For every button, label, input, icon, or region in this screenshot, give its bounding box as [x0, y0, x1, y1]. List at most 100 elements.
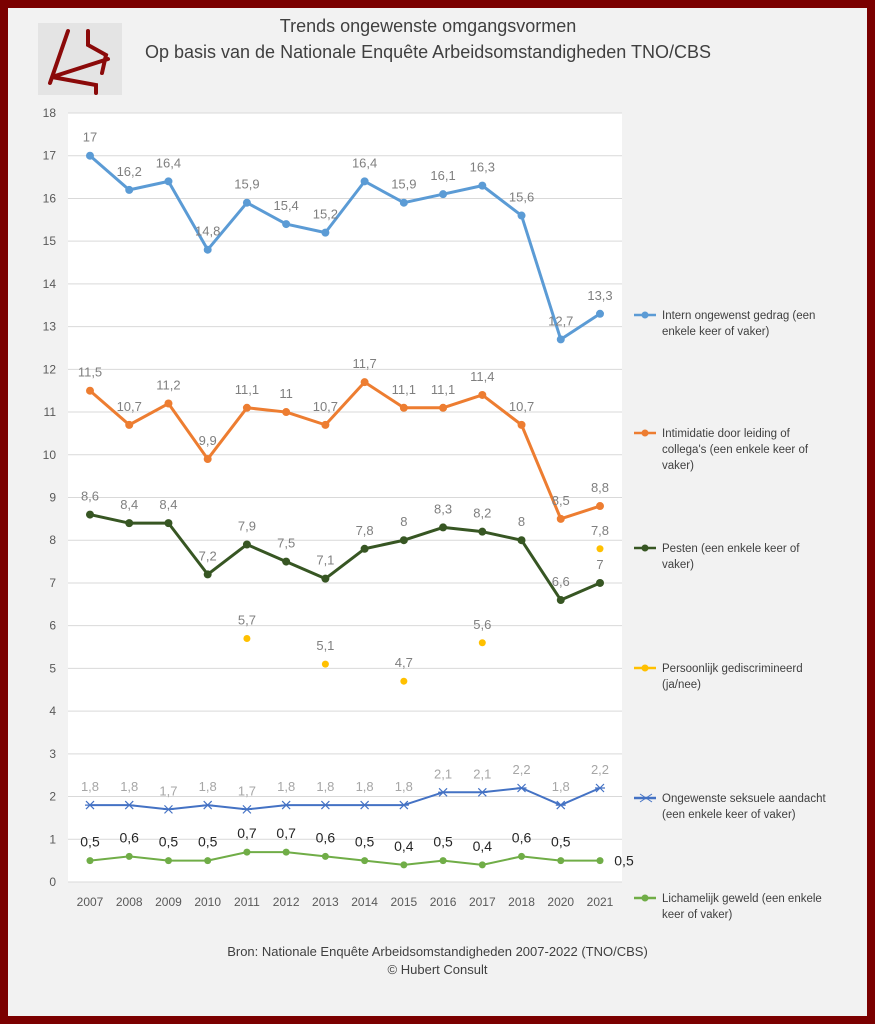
data-point — [86, 386, 94, 395]
data-label: 8,8 — [591, 480, 609, 495]
data-point — [478, 639, 486, 647]
data-point — [399, 403, 408, 412]
series-line — [89, 380, 601, 521]
data-point — [555, 800, 566, 810]
y-tick-label: 6 — [49, 619, 56, 633]
y-tick-label: 17 — [43, 149, 57, 163]
data-point — [321, 852, 329, 860]
data-label: 8,3 — [434, 501, 452, 516]
data-label: 0,6 — [512, 829, 532, 845]
series-line — [89, 513, 601, 602]
legend-marker — [641, 544, 649, 552]
data-label: 0,4 — [394, 838, 414, 854]
data-label: 13,3 — [587, 288, 612, 303]
data-point — [478, 861, 486, 869]
data-label: 1,8 — [120, 779, 138, 794]
y-tick-label: 4 — [49, 704, 56, 718]
data-label: 8,4 — [159, 497, 177, 512]
data-label: 2,2 — [591, 762, 609, 777]
data-point — [596, 857, 604, 865]
data-label: 0,5 — [551, 834, 571, 850]
y-tick-label: 16 — [43, 191, 57, 205]
data-point — [164, 399, 173, 408]
data-point — [596, 502, 604, 511]
data-point — [596, 545, 604, 553]
legend-marker — [641, 311, 649, 319]
data-label: 11,1 — [392, 382, 416, 397]
data-label: 10,7 — [117, 399, 142, 414]
y-tick-label: 7 — [49, 576, 56, 590]
data-label: 0,5 — [614, 853, 634, 869]
data-label: 2,2 — [512, 762, 530, 777]
legend-marker — [641, 429, 649, 437]
legend-label: Persoonlijk gediscrimineerd (ja/nee) — [662, 663, 803, 691]
data-point — [398, 800, 409, 810]
y-tick-label: 9 — [49, 491, 56, 505]
data-label: 11,5 — [78, 365, 102, 380]
data-label: 7 — [596, 557, 603, 572]
data-label: 7,2 — [199, 548, 217, 563]
data-point — [361, 857, 369, 865]
x-tick-label: 2014 — [351, 895, 378, 909]
data-point — [242, 540, 251, 549]
data-label: 12,7 — [548, 313, 573, 328]
x-tick-label: 2020 — [547, 895, 574, 909]
data-label: 1,7 — [159, 783, 177, 798]
data-point — [400, 861, 408, 869]
data-label: 11 — [279, 386, 293, 401]
data-label: 0,6 — [316, 829, 336, 845]
data-label: 16,1 — [430, 168, 455, 183]
data-label: 7,5 — [277, 536, 295, 551]
y-tick-label: 5 — [49, 661, 56, 675]
data-point — [321, 574, 330, 583]
data-point — [360, 378, 369, 387]
x-tick-label: 2018 — [508, 895, 535, 909]
data-point — [359, 800, 370, 810]
data-point — [439, 403, 448, 412]
data-point — [595, 783, 605, 793]
data-label: 8,6 — [81, 489, 99, 504]
data-label: 8,5 — [552, 493, 570, 508]
data-point — [516, 783, 527, 793]
series-line — [89, 154, 601, 341]
data-label: 0,7 — [276, 825, 296, 841]
chart-frame: Trends ongewenste omgangsvormen Op basis… — [8, 8, 867, 1016]
data-point — [125, 185, 134, 194]
x-tick-label: 2011 — [234, 895, 260, 909]
series-line — [90, 787, 601, 811]
legend-label: Lichamelijk geweld (een enkele keer of va… — [662, 893, 822, 921]
x-tick-label: 2016 — [430, 895, 457, 909]
data-label: 8 — [400, 514, 407, 529]
x-tick-label: 2010 — [194, 895, 221, 909]
data-label: 16,2 — [117, 164, 142, 179]
data-point — [203, 245, 212, 254]
data-point — [517, 536, 526, 545]
data-point — [556, 514, 565, 523]
legend-label: Ongewenste seksuele aandacht (een enkele … — [662, 793, 826, 821]
data-point — [204, 857, 212, 865]
data-label: 11,7 — [352, 356, 376, 371]
data-label: 8,4 — [120, 497, 138, 512]
data-point — [125, 420, 134, 429]
data-label: 9,9 — [199, 433, 217, 448]
data-point — [477, 787, 488, 797]
data-point — [125, 519, 134, 528]
data-point — [243, 634, 251, 642]
y-tick-label: 14 — [43, 277, 57, 291]
data-label: 1,8 — [81, 779, 99, 794]
data-label: 11,4 — [470, 369, 494, 384]
data-point — [517, 420, 526, 429]
data-point — [241, 804, 252, 814]
data-point — [556, 596, 565, 605]
x-tick-label: 2015 — [390, 895, 417, 909]
data-label: 16,4 — [156, 155, 181, 170]
source-note: Bron: Nationale Enquête Arbeidsomstandig… — [227, 944, 648, 959]
chart-title: Trends ongewenste omgangsvormen — [279, 16, 577, 36]
data-point — [399, 536, 408, 545]
data-label: 0,5 — [159, 834, 179, 850]
data-point — [164, 177, 173, 186]
data-point — [203, 570, 212, 579]
x-tick-label: 2017 — [469, 895, 496, 909]
y-tick-label: 0 — [49, 875, 56, 889]
